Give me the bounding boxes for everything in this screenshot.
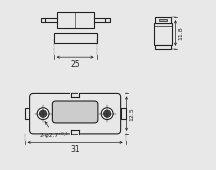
- Bar: [105, 18, 110, 22]
- Circle shape: [103, 110, 111, 117]
- Bar: [155, 45, 171, 49]
- Bar: [41, 18, 45, 22]
- Bar: [154, 23, 172, 45]
- Text: 11.8: 11.8: [178, 26, 183, 40]
- Text: 25: 25: [70, 60, 80, 69]
- Text: 2-φ2.7⁺⁰·¹: 2-φ2.7⁺⁰·¹: [40, 122, 68, 138]
- Bar: [25, 108, 30, 119]
- FancyBboxPatch shape: [52, 101, 98, 123]
- Circle shape: [37, 108, 49, 120]
- Bar: [71, 130, 79, 134]
- Circle shape: [101, 108, 113, 120]
- Circle shape: [39, 110, 47, 117]
- Bar: [57, 12, 94, 28]
- Bar: [71, 94, 79, 97]
- Text: 31: 31: [70, 145, 80, 154]
- Text: 12.5: 12.5: [129, 107, 134, 121]
- Bar: [155, 17, 171, 23]
- Bar: [54, 33, 97, 43]
- Bar: [121, 108, 126, 119]
- Bar: [159, 19, 167, 21]
- FancyBboxPatch shape: [30, 94, 121, 134]
